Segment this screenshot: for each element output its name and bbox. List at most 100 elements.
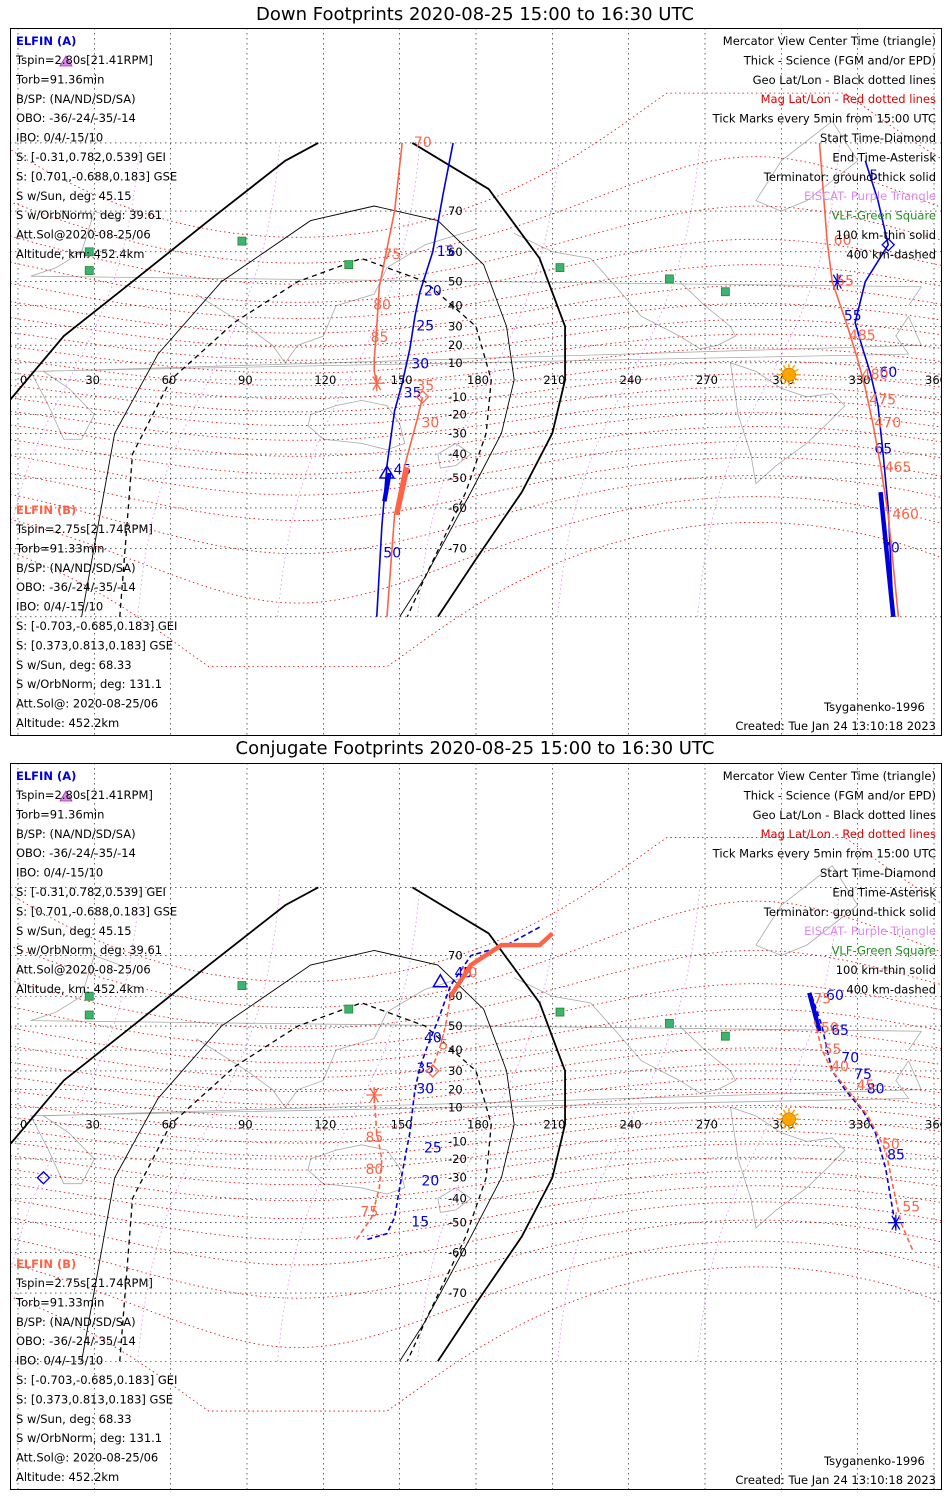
tick-time-label: 35: [416, 1061, 434, 1077]
mag-meridian-line: [137, 142, 281, 617]
tick-time-label: 5: [439, 1038, 448, 1054]
tick-time-label: 30: [416, 1082, 434, 1098]
coast-line: [437, 1187, 472, 1213]
coast-line: [755, 865, 859, 956]
legend-entry: Thick - Science (FGM and/or EPD): [743, 53, 936, 67]
tick-time-label: 50: [882, 1137, 900, 1153]
legend-entry: 100 km-thin solid: [836, 963, 936, 977]
lat-tick-label: -20: [448, 408, 467, 422]
lat-tick-label: -60: [448, 501, 467, 515]
mag-latitude-line: [11, 496, 941, 604]
legend-entry: 400 km-dashed: [846, 982, 936, 996]
lat-tick-label: 20: [448, 1083, 463, 1097]
vlf-station-marker: [84, 247, 94, 257]
map-layer: 0306090120150180210240270300330360706050…: [11, 764, 941, 1489]
mag-latitude-line: [11, 156, 941, 264]
lon-tick-label: 330: [849, 1117, 871, 1131]
left-info: ELFIN (A) Tspin=2.80s[21.41RPM] Torb=91.36…: [15, 34, 177, 730]
tick-time-label: 75: [854, 1067, 872, 1083]
trajectory-line: [431, 996, 452, 1068]
tick-time-label: 55: [844, 308, 862, 324]
start-diamond: [425, 1063, 440, 1078]
tick-time-label: 55: [836, 274, 854, 290]
mag-latitude-line: [11, 1047, 941, 1092]
legend-entry: Mercator View Center Time (triangle): [723, 769, 936, 783]
sun-ray: [782, 364, 787, 370]
tick-time-label: 80: [366, 1162, 384, 1178]
lon-tick-label: 0: [20, 373, 27, 387]
created-timestamp: Created: Tue Jan 24 13:10:18 2023: [735, 1473, 936, 1487]
terminators: [11, 142, 566, 618]
tick-time-label: 40: [831, 1059, 849, 1075]
sun-ray: [794, 1113, 799, 1117]
terminator-ground: [411, 142, 566, 618]
elfin-b-info-line: Tspin=2.75s[21.74RPM]: [15, 1276, 153, 1290]
elfin-a-info-line: Tspin=2.80s[21.41RPM]: [15, 788, 153, 802]
coastlines: [30, 865, 923, 1229]
trajectory-line: [811, 995, 897, 1229]
trajectory-line: [373, 142, 404, 384]
tick-time-label: 30: [421, 416, 439, 432]
elfin-b-header: ELFIN (B): [16, 1257, 76, 1271]
terminators: [11, 886, 566, 1362]
tick-time-label: 80: [373, 298, 391, 314]
lat-tick-label: 20: [448, 338, 463, 352]
mag-latitude-line: [11, 1063, 941, 1106]
model-label: Tsyganenko-1996: [823, 700, 925, 714]
elfin-a-info-line: Att.Sol@2020-08-25/06: [16, 963, 151, 977]
elfin-b-info-line: B/SP: (NA/ND/SD/SA): [16, 1315, 136, 1329]
terminator-ground: [411, 886, 566, 1362]
legend-entry: Tick Marks every 5min from 15:00 UTC: [712, 847, 936, 861]
left-info: ELFIN (A) Tspin=2.80s[21.41RPM] Torb=91.36…: [15, 769, 177, 1484]
mag-meridian-line: [277, 887, 421, 1362]
elfin-a-info-line: B/SP: (NA/ND/SD/SA): [16, 827, 136, 841]
mag-latitude-line: [11, 264, 941, 319]
lat-tick-label: -40: [448, 1192, 467, 1206]
lat-tick-label: 30: [448, 1064, 463, 1078]
tick-time-label: 475: [869, 392, 896, 408]
trajectory-line: [813, 1020, 915, 1253]
legend-entry: End Time-Asterisk: [832, 150, 936, 164]
tick-time-label: 80: [867, 1082, 885, 1098]
lon-tick-label: 180: [467, 373, 489, 387]
vlf-station-marker: [344, 260, 354, 270]
geo-grid: [11, 29, 941, 735]
lon-tick-label: 150: [391, 1117, 413, 1131]
sun-ray: [779, 1122, 784, 1126]
legend-entry: End Time-Asterisk: [832, 885, 936, 899]
legend-entry: Geo Lat/Lon - Black dotted lines: [753, 808, 936, 822]
sun-ray: [779, 377, 784, 381]
mag-meridian-line: [696, 142, 841, 617]
mag-latitude-line: [11, 983, 941, 1048]
mag-meridian-line: [557, 887, 701, 1362]
legend-entry: 400 km-dashed: [846, 247, 936, 261]
lat-tick-label: -30: [448, 426, 467, 440]
elfin-b-info-line: OBO: -36/-24/-35/-14: [16, 580, 136, 594]
sun-icon: [777, 363, 800, 386]
lat-tick-label: 50: [448, 1019, 463, 1033]
tick-time-label: 20: [424, 284, 442, 300]
tick-time-label: 485: [849, 328, 876, 344]
elfin-a-info-line: S: [-0.31,0.782,0.539] GEI: [16, 150, 166, 164]
tick-time-label: 85: [371, 330, 389, 346]
lat-tick-label: -70: [448, 542, 467, 556]
mag-latitude-line: [11, 386, 941, 427]
vlf-station-marker: [84, 1010, 94, 1020]
elfin-a-info-line: S w/OrbNorm, deg: 39.61: [16, 943, 162, 957]
elfin-b-info-line: S w/OrbNorm, deg: 131.1: [16, 677, 162, 691]
elfin-b-info-line: Altitude: 452.2km: [16, 716, 119, 730]
sun-icon: [777, 1108, 800, 1131]
mag-meridian-line: [696, 887, 841, 1362]
legend-entry: Start Time-Diamond: [820, 866, 936, 880]
legend-entry: Geo Lat/Lon - Black dotted lines: [753, 73, 936, 87]
lon-tick-label: 270: [696, 1117, 718, 1131]
sun-ray: [794, 1122, 799, 1126]
elfin-b-info-line: Att.Sol@: 2020-08-25/06: [16, 697, 158, 711]
start-diamond: [415, 390, 430, 404]
mag-latitude-line: [11, 1266, 941, 1412]
sun-disc: [782, 1112, 796, 1127]
mag-latitude-line: [11, 319, 941, 361]
lat-tick-label: 60: [448, 245, 463, 259]
end-asterisk: [829, 273, 846, 290]
